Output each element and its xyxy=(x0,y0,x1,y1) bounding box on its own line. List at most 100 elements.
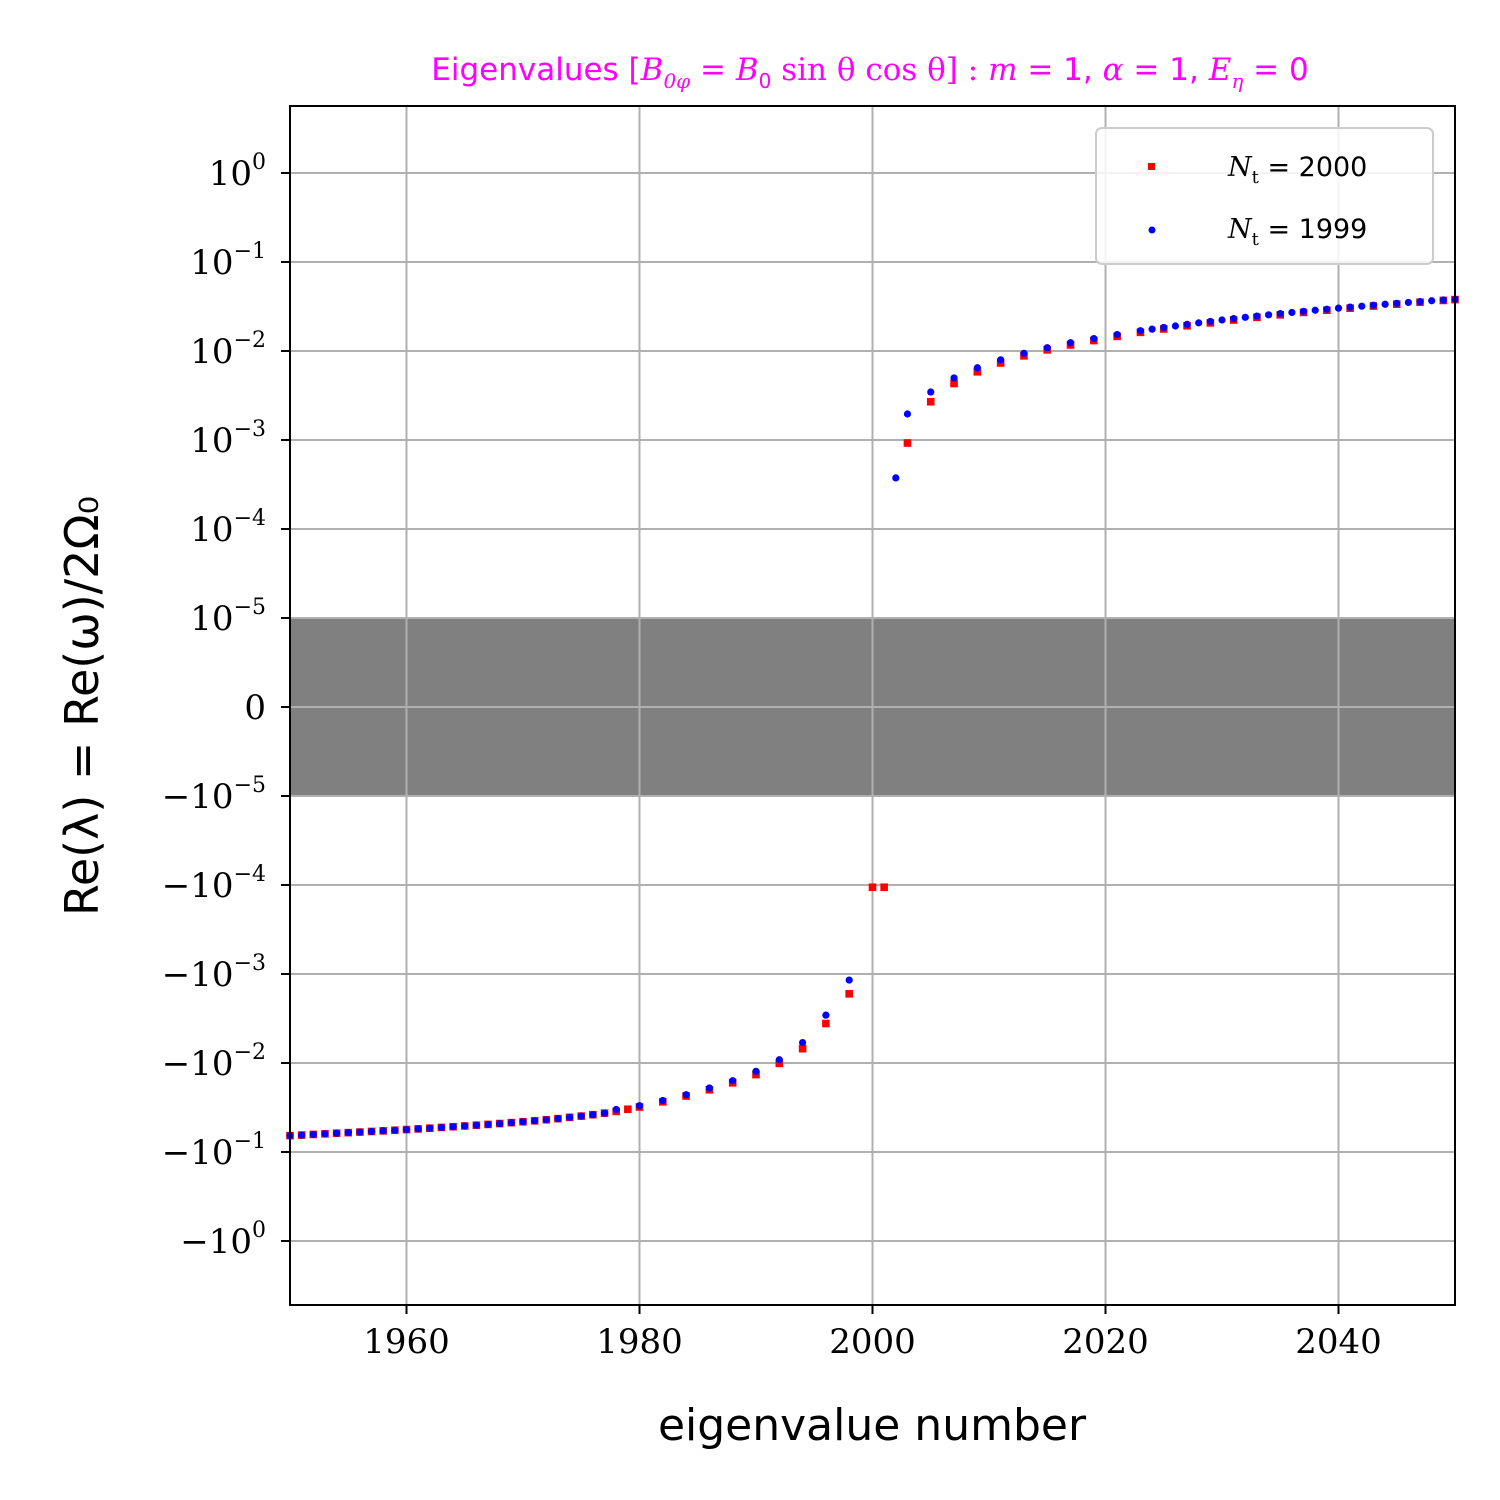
data-point-nt1999 xyxy=(309,1130,317,1139)
data-point-nt1999 xyxy=(1241,313,1249,321)
data-point-nt1999 xyxy=(333,1129,341,1137)
data-point-nt2000 xyxy=(903,439,912,447)
data-point-nt1999 xyxy=(1299,307,1308,315)
x-axis-label: eigenvalue number xyxy=(658,1400,1087,1451)
y-axis-label: Re(λ) = Re(ω)/2Ω₀ xyxy=(55,496,109,916)
data-point-nt1999 xyxy=(542,1116,550,1124)
y-tick-label: −10−5 xyxy=(162,773,266,817)
data-point-nt1999 xyxy=(577,1112,585,1120)
data-point-nt1999 xyxy=(414,1125,422,1133)
data-point-nt1999 xyxy=(682,1091,690,1099)
y-tick-label: 0 xyxy=(244,688,266,728)
data-point-nt2000 xyxy=(950,379,958,388)
data-point-nt1999 xyxy=(1160,323,1168,332)
data-point-nt1999 xyxy=(997,356,1005,364)
data-point-nt1999 xyxy=(1404,298,1412,307)
data-point-nt1999 xyxy=(367,1127,376,1136)
y-tick-label: −10−1 xyxy=(162,1129,266,1173)
data-point-nt1999 xyxy=(1276,310,1284,318)
y-tick-label: 10−4 xyxy=(190,506,266,550)
data-point-nt1999 xyxy=(589,1111,597,1119)
y-tick-label: −10−4 xyxy=(162,862,266,906)
data-point-nt1999 xyxy=(705,1084,714,1092)
data-point-nt1999 xyxy=(344,1129,352,1137)
x-tick-label: 1980 xyxy=(596,1322,683,1362)
legend-marker-nt2000 xyxy=(1148,163,1155,170)
data-point-nt2000 xyxy=(624,1105,632,1114)
data-point-nt1999 xyxy=(799,1039,807,1047)
data-point-nt1999 xyxy=(973,364,981,372)
data-point-nt1999 xyxy=(1066,339,1075,347)
legend: Nt = 2000 Nt = 1999 xyxy=(1095,127,1434,265)
data-point-nt1999 xyxy=(892,474,900,482)
data-point-nt1999 xyxy=(612,1105,620,1114)
data-point-nt1999 xyxy=(496,1119,504,1128)
data-point-nt1999 xyxy=(1020,349,1028,357)
data-point-nt1999 xyxy=(1230,315,1238,323)
data-point-nt1999 xyxy=(461,1122,469,1130)
data-point-nt1999 xyxy=(1393,299,1401,307)
data-point-nt2000 xyxy=(973,367,982,376)
plot-area: 1960 1980 2000 2020 2040 100 10−1 10−2 10−3 10−4 1… xyxy=(162,105,1459,1362)
y-tick-label: −100 xyxy=(180,1218,266,1262)
data-point-nt1999 xyxy=(1428,297,1436,305)
data-point-nt1999 xyxy=(1369,301,1378,309)
data-point-nt1999 xyxy=(519,1118,527,1126)
data-point-nt2000 xyxy=(926,397,935,406)
data-point-nt1999 xyxy=(1265,311,1273,319)
data-point-nt1999 xyxy=(391,1126,399,1134)
data-point-nt1999 xyxy=(729,1077,737,1085)
data-point-nt1999 xyxy=(554,1115,562,1123)
data-point-nt1999 xyxy=(1195,319,1203,327)
data-point-nt1999 xyxy=(1253,312,1261,320)
y-tick-label: 10−2 xyxy=(190,328,266,372)
legend-box xyxy=(1095,127,1434,265)
data-point-nt2000 xyxy=(775,1059,784,1068)
data-point-nt2000 xyxy=(845,990,853,998)
data-point-nt1999 xyxy=(356,1128,364,1136)
data-point-nt1999 xyxy=(531,1117,539,1125)
x-tick-label: 2020 xyxy=(1062,1322,1149,1362)
data-point-nt2000 xyxy=(868,883,877,892)
y-tick-label: 10−1 xyxy=(190,239,266,283)
data-point-nt1999 xyxy=(1183,320,1191,329)
data-point-nt1999 xyxy=(1311,306,1319,314)
data-point-nt1999 xyxy=(321,1130,329,1138)
data-point-nt1999 xyxy=(1358,302,1366,310)
data-point-nt1999 xyxy=(1171,322,1179,330)
y-tick-label: 10−5 xyxy=(190,595,266,639)
data-point-nt1999 xyxy=(1218,316,1226,324)
data-point-nt1999 xyxy=(1288,308,1296,317)
data-point-nt1999 xyxy=(822,1011,830,1019)
data-point-nt1999 xyxy=(484,1120,492,1129)
data-point-nt1999 xyxy=(600,1109,609,1117)
chart-title: Eigenvalues [B0φ = B0 sin θ cos θ] : m =… xyxy=(431,52,1308,93)
data-point-nt1999 xyxy=(752,1067,760,1075)
data-point-nt1999 xyxy=(1113,330,1121,339)
data-point-nt1999 xyxy=(1148,325,1156,333)
y-tick-label: 10−3 xyxy=(190,417,266,461)
data-point-nt1999 xyxy=(1346,303,1354,311)
data-point-nt1999 xyxy=(1381,300,1389,308)
data-point-nt1999 xyxy=(472,1121,480,1129)
data-point-nt1999 xyxy=(927,388,935,396)
y-tick-label: −10−3 xyxy=(162,951,266,995)
data-point-nt1999 xyxy=(507,1119,515,1127)
data-point-nt1999 xyxy=(903,410,912,418)
x-tick-label: 2040 xyxy=(1295,1322,1382,1362)
data-point-nt1999 xyxy=(1334,304,1343,312)
data-point-nt1999 xyxy=(635,1102,644,1110)
x-tick-label: 1960 xyxy=(363,1322,450,1362)
data-point-nt1999 xyxy=(659,1096,667,1105)
data-point-nt1999 xyxy=(402,1125,411,1134)
data-point-nt1999 xyxy=(1323,305,1331,313)
y-tick-label: 100 xyxy=(209,150,266,194)
data-point-nt2000 xyxy=(798,1044,807,1053)
data-point-nt1999 xyxy=(426,1124,434,1132)
x-tick-label: 2000 xyxy=(829,1322,916,1362)
data-point-nt1999 xyxy=(950,374,958,382)
data-point-nt2000 xyxy=(880,883,888,892)
data-point-nt1999 xyxy=(1206,317,1214,326)
data-point-nt1999 xyxy=(298,1131,306,1139)
